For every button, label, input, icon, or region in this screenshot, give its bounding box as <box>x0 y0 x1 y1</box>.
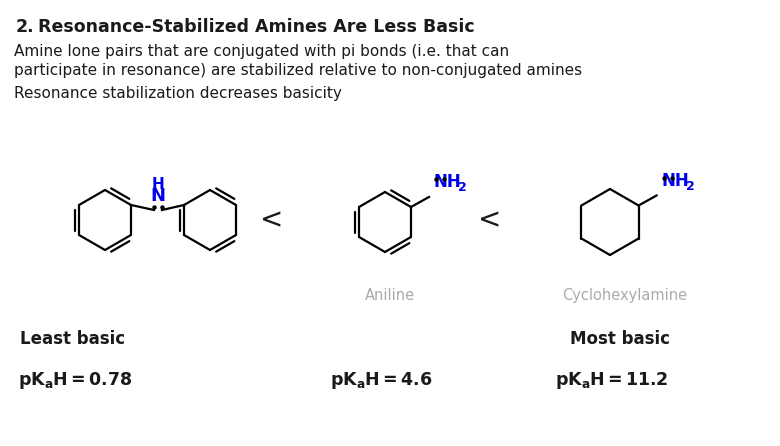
Text: 2: 2 <box>686 179 694 193</box>
Text: NH: NH <box>434 173 462 191</box>
Text: <: < <box>261 206 284 234</box>
Text: Resonance-Stabilized Amines Are Less Basic: Resonance-Stabilized Amines Are Less Bas… <box>38 18 474 36</box>
Text: Most basic: Most basic <box>570 330 670 348</box>
Text: Resonance stabilization decreases basicity: Resonance stabilization decreases basici… <box>14 86 342 101</box>
Text: Aniline: Aniline <box>365 288 415 303</box>
Text: H: H <box>151 177 165 192</box>
Text: 2.: 2. <box>16 18 34 36</box>
Text: $\mathbf{pK_aH = 4.6}$: $\mathbf{pK_aH = 4.6}$ <box>330 370 433 391</box>
Text: <: < <box>478 206 502 234</box>
Text: 2: 2 <box>458 181 466 194</box>
Text: $\mathbf{pK_aH = 11.2}$: $\mathbf{pK_aH = 11.2}$ <box>555 370 668 391</box>
Text: $\mathbf{pK_aH = 0.78}$: $\mathbf{pK_aH = 0.78}$ <box>18 370 133 391</box>
Text: Amine lone pairs that are conjugated with pi bonds (i.e. that can: Amine lone pairs that are conjugated wit… <box>14 44 509 59</box>
Text: N: N <box>151 187 165 205</box>
Text: participate in resonance) are stabilized relative to non-conjugated amines: participate in resonance) are stabilized… <box>14 63 582 78</box>
Text: NH: NH <box>661 172 690 190</box>
Text: Cyclohexylamine: Cyclohexylamine <box>562 288 687 303</box>
Text: Least basic: Least basic <box>20 330 125 348</box>
